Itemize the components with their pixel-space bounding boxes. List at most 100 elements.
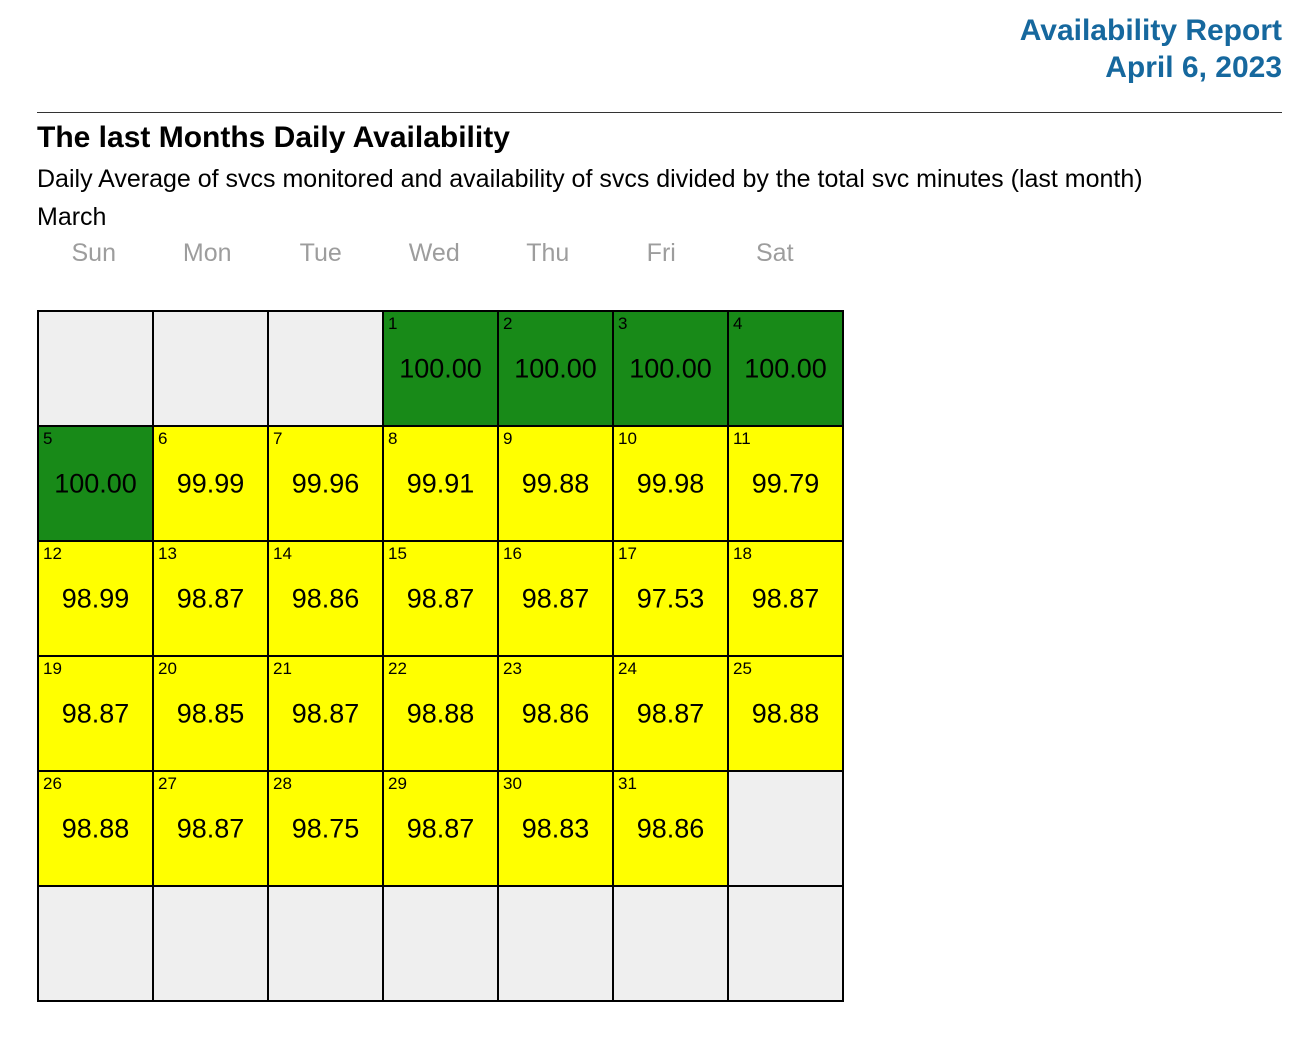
calendar-day-cell: 13 98.87: [152, 540, 269, 657]
day-availability-value: 100.00: [514, 353, 597, 383]
day-number: 7: [273, 429, 283, 448]
calendar-empty-cell: [382, 885, 499, 1002]
calendar-week-row: 12 98.99 13 98.87 14 98.86 15 98.87 16 98.87 …: [37, 540, 844, 657]
calendar-week-row: 19 98.87 20 98.85 21 98.87 22 98.88 23 98.86 …: [37, 655, 844, 772]
report-header: Availability Report April 6, 2023: [37, 12, 1282, 86]
day-number: 20: [158, 659, 177, 678]
calendar-day-cell: 12 98.99: [37, 540, 154, 657]
calendar-empty-cell: [727, 770, 844, 887]
day-number: 2: [503, 314, 513, 333]
day-availability-value: 98.87: [406, 813, 475, 843]
day-number: 30: [503, 774, 522, 793]
calendar-day-cell: 16 98.87: [497, 540, 614, 657]
calendar-day-cell: 2 100.00: [497, 310, 614, 427]
calendar-empty-cell: [267, 310, 384, 427]
day-number: 24: [618, 659, 637, 678]
calendar-day-cell: 3 100.00: [612, 310, 729, 427]
day-availability-value: 98.88: [61, 813, 130, 843]
day-number: 5: [43, 429, 53, 448]
day-availability-value: 100.00: [629, 353, 712, 383]
calendar-day-cell: 22 98.88: [382, 655, 499, 772]
day-number: 10: [618, 429, 637, 448]
day-availability-value: 98.86: [521, 698, 590, 728]
calendar-empty-cell: [152, 885, 269, 1002]
calendar-day-cell: 4 100.00: [727, 310, 844, 427]
day-availability-value: 98.87: [61, 698, 130, 728]
report-date: April 6, 2023: [1105, 51, 1282, 84]
weekday-label-sun: Sun: [71, 239, 116, 267]
section-heading: The last Months Daily Availability: [37, 121, 510, 154]
weekday-label-wed: Wed: [408, 239, 460, 267]
calendar-day-cell: 6 99.99: [152, 425, 269, 542]
day-number: 17: [618, 544, 637, 563]
weekday-label-fri: Fri: [646, 239, 676, 267]
day-number: 8: [388, 429, 398, 448]
month-label: March: [37, 203, 107, 231]
day-number: 15: [388, 544, 407, 563]
calendar-day-cell: 26 98.88: [37, 770, 154, 887]
calendar-empty-cell: [267, 885, 384, 1002]
day-availability-value: 98.99: [61, 583, 130, 613]
calendar-week-row: 5 100.00 6 99.99 7 99.96 8 99.91 9 99.88 10 99…: [37, 425, 844, 542]
day-availability-value: 98.87: [751, 583, 820, 613]
day-number: 1: [388, 314, 398, 333]
day-number: 14: [273, 544, 292, 563]
day-availability-value: 98.87: [176, 583, 245, 613]
day-number: 29: [388, 774, 407, 793]
day-availability-value: 99.88: [521, 468, 590, 498]
day-number: 25: [733, 659, 752, 678]
calendar-day-cell: 29 98.87: [382, 770, 499, 887]
day-availability-value: 98.87: [521, 583, 590, 613]
calendar-day-cell: 7 99.96: [267, 425, 384, 542]
day-availability-value: 98.83: [521, 813, 590, 843]
calendar-day-cell: 30 98.83: [497, 770, 614, 887]
day-availability-value: 98.75: [291, 813, 360, 843]
calendar-day-cell: 27 98.87: [152, 770, 269, 887]
header-divider: [37, 112, 1282, 113]
day-number: 26: [43, 774, 62, 793]
day-availability-value: 98.85: [176, 698, 245, 728]
day-number: 9: [503, 429, 513, 448]
day-number: 19: [43, 659, 62, 678]
calendar-empty-cell: [497, 885, 614, 1002]
day-number: 18: [733, 544, 752, 563]
day-availability-value: 100.00: [399, 353, 482, 383]
calendar-empty-cell: [727, 885, 844, 1002]
day-number: 27: [158, 774, 177, 793]
day-number: 6: [158, 429, 168, 448]
calendar-day-cell: 9 99.88: [497, 425, 614, 542]
calendar-day-cell: 15 98.87: [382, 540, 499, 657]
day-number: 3: [618, 314, 628, 333]
day-availability-value: 98.87: [636, 698, 705, 728]
calendar-week-row: [37, 885, 844, 1002]
calendar-empty-cell: [152, 310, 269, 427]
day-availability-value: 99.98: [636, 468, 705, 498]
day-availability-value: 100.00: [54, 468, 137, 498]
weekday-label-tue: Tue: [299, 239, 342, 267]
day-number: 16: [503, 544, 522, 563]
day-number: 21: [273, 659, 292, 678]
day-availability-value: 98.86: [636, 813, 705, 843]
calendar-day-cell: 14 98.86: [267, 540, 384, 657]
weekday-label-sat: Sat: [755, 239, 794, 267]
weekday-label-thu: Thu: [526, 239, 570, 267]
calendar-day-cell: 21 98.87: [267, 655, 384, 772]
calendar-day-cell: 17 97.53: [612, 540, 729, 657]
calendar-day-cell: 28 98.75: [267, 770, 384, 887]
calendar-day-cell: 31 98.86: [612, 770, 729, 887]
day-number: 28: [273, 774, 292, 793]
calendar-day-cell: 20 98.85: [152, 655, 269, 772]
section-subtitle: Daily Average of svcs monitored and avai…: [37, 165, 1143, 193]
day-availability-value: 99.99: [176, 468, 245, 498]
report-title: Availability Report: [1019, 14, 1282, 47]
calendar-day-cell: 1 100.00: [382, 310, 499, 427]
day-availability-value: 100.00: [744, 353, 827, 383]
calendar-empty-cell: [37, 885, 154, 1002]
day-number: 31: [618, 774, 637, 793]
day-availability-value: 97.53: [636, 583, 705, 613]
day-number: 23: [503, 659, 522, 678]
calendar-day-cell: 8 99.91: [382, 425, 499, 542]
calendar-grid: 1 100.00 2 100.00 3 100.00 4 100.00 5 100.00 …: [37, 310, 844, 1002]
calendar-day-cell: 18 98.87: [727, 540, 844, 657]
